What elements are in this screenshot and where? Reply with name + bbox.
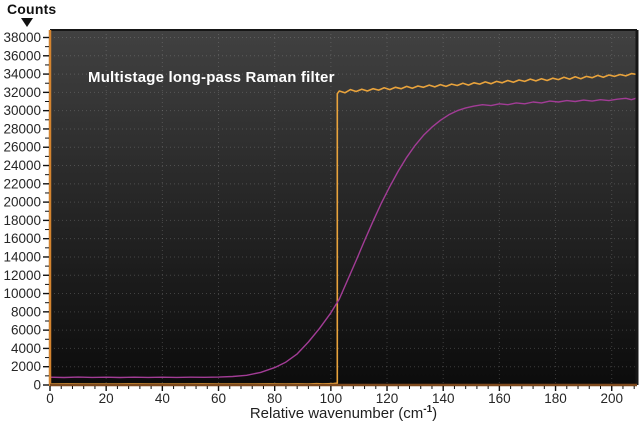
x-axis-title: Relative wavenumber (cm-1) [50, 404, 637, 422]
y-tick-label: 34000 [3, 67, 41, 82]
y-tick-label: 16000 [3, 231, 41, 246]
x-axis-title-text: Relative wavenumber (cm [249, 405, 424, 422]
y-tick-label: 10000 [3, 286, 41, 301]
y-tick-label: 6000 [11, 323, 41, 338]
chart-title: Multistage long-pass Raman filter [88, 69, 335, 86]
y-tick-label: 20000 [3, 195, 41, 210]
x-tick-label: 40 [155, 391, 170, 406]
y-tick-label: 26000 [3, 140, 41, 155]
x-tick-label: 0 [46, 391, 54, 406]
x-tick-label: 180 [544, 391, 567, 406]
y-tick-label: 36000 [3, 48, 41, 63]
y-tick-label: 12000 [3, 268, 41, 283]
y-tick-label: 38000 [3, 30, 41, 45]
x-tick-label: 200 [600, 391, 623, 406]
y-tick-label: 8000 [11, 304, 41, 319]
x-tick-label: 20 [99, 391, 114, 406]
x-axis-title-suffix: ) [432, 405, 438, 422]
y-tick-label: 32000 [3, 85, 41, 100]
y-tick-label: 18000 [3, 213, 41, 228]
x-tick-label: 120 [376, 391, 399, 406]
y-tick-label: 14000 [3, 249, 41, 264]
x-tick-label: 160 [488, 391, 511, 406]
x-tick-label: 100 [320, 391, 343, 406]
y-tick-label: 30000 [3, 103, 41, 118]
x-tick-label: 140 [432, 391, 455, 406]
y-tick-label: 4000 [11, 341, 41, 356]
y-tick-label: 24000 [3, 158, 41, 173]
y-tick-label: 2000 [11, 359, 41, 374]
x-tick-label: 60 [211, 391, 226, 406]
series-gradual-edge-filter-magenta [50, 97, 637, 379]
y-tick-label: 0 [33, 378, 41, 393]
y-axis-title: Counts [7, 1, 57, 17]
x-tick-label: 80 [267, 391, 282, 406]
plot-area [50, 30, 637, 385]
x-axis-title-sup: -1 [423, 404, 433, 415]
y-tick-label: 22000 [3, 176, 41, 191]
y-tick-label: 28000 [3, 121, 41, 136]
down-triangle-icon [21, 18, 33, 27]
